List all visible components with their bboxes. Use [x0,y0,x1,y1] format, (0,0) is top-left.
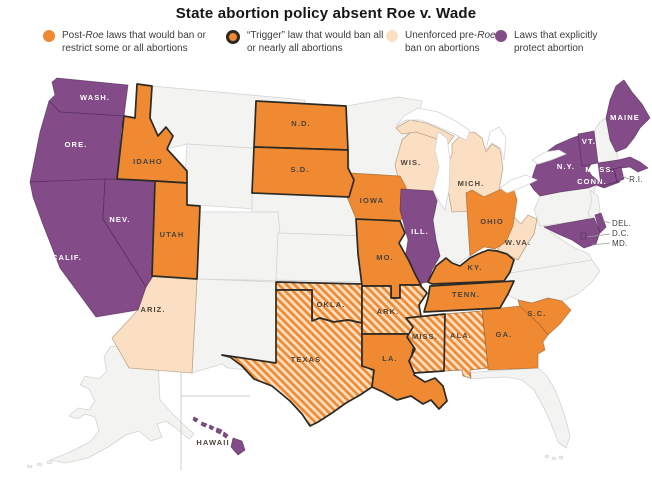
state-label-ms: MISS. [412,332,438,341]
state-dc [580,232,587,240]
lake [432,131,451,212]
state-label-or: ORE. [65,140,88,149]
state-oh [465,183,518,257]
state-label-ca: CALIF. [52,253,82,262]
state-ut [151,180,201,280]
state-ri [613,166,625,183]
state-tx [221,289,375,427]
legend-item-pre-roe: Unenforced pre-Roe ban on abortions [386,29,509,55]
state-label-nv: NEV. [109,215,130,224]
state-label-mi: MICH. [458,179,485,188]
state-label-la: LA. [382,354,397,363]
callout-line [586,233,611,238]
legend-label: Unenforced pre-Roe ban on abortions [405,30,496,54]
page-title: State abortion policy absent Roe v. Wade [175,5,477,22]
state-label-ky: KY. [468,263,483,272]
state-label-ar: ARK. [377,307,400,316]
state-ny [529,133,621,197]
state-ms [405,313,446,374]
state-label-al: ALA. [450,331,472,340]
state-label-sd: S.D. [291,165,310,174]
state-label-id: IDAHO [133,157,163,166]
legend: Post-Roe laws that would ban or restrict… [0,29,652,65]
state-label-nd: N.D. [291,119,310,128]
lake [499,174,538,194]
state-label-ct: CONN. [577,177,607,186]
legend-label: Post-Roe laws that would ban or restrict… [62,30,206,54]
state-nc [503,259,601,304]
callout-line [602,220,611,224]
state-label-tx: TEXAS [291,355,322,364]
state-label-ok: OKLA. [317,300,346,309]
state-ks [275,232,365,283]
legend-item-post-roe: Post-Roe laws that would ban or restrict… [43,29,222,55]
state-id [116,83,188,184]
state-ga [481,305,549,371]
state-il [399,188,441,285]
peach-swatch-icon [386,30,398,42]
lake [531,149,567,165]
state-label-wa: WASH. [80,93,110,102]
lake [395,107,471,141]
state-label-vt: VT. [582,137,596,146]
state-label-az: ARIZ. [140,305,165,314]
state-ak [26,340,195,469]
state-label-sc: S.C. [528,309,547,318]
state-label-ga: GA. [496,330,513,339]
state-fl [461,367,571,461]
trigger-ring-swatch-icon [226,30,240,44]
state-label-oh: OHIO [480,217,504,226]
state-de [594,212,607,234]
legend-label: “Trigger” law that would ban all or near… [247,30,384,54]
state-label-mo: MO. [376,253,393,262]
state-sd [251,146,355,198]
state-label-tn: TENN. [452,290,480,299]
state-hi [192,416,246,456]
state-label-il: ILL. [411,227,429,236]
state-label-me: MAINE [610,113,640,122]
legend-item-trigger: “Trigger” law that would ban all or near… [226,29,389,55]
state-me [605,79,651,153]
callout-line [621,175,630,180]
state-al [443,310,489,379]
purple-swatch-icon [495,30,507,42]
legend-item-protect: Laws that explicitly protect abortion [495,29,616,55]
state-label-ny: N.Y. [557,162,575,171]
state-tn [423,280,515,313]
state-label-de: DEL. [612,219,631,228]
lake [485,126,507,161]
state-label-ia: IOWA [360,196,384,205]
state-label-ri: R.I. [629,175,643,184]
state-label-wi: WIS. [401,158,422,167]
state-label-md: MD. [612,239,628,248]
orange-swatch-icon [43,30,55,42]
callout-line [591,242,611,246]
state-label-hi: HAWAII [196,438,229,447]
us-map: WASH. ORE. CALIF. NEV. IDAHO UTAH ARIZ. N.D. S.D… [26,77,651,470]
legend-label: Laws that explicitly protect abortion [514,30,598,54]
state-label-ut: UTAH [160,230,185,239]
state-md [543,217,601,249]
state-ky [427,249,515,285]
state-label-ma: MASS. [585,165,614,174]
state-label-wv: W.VA. [505,238,531,247]
state-label-dc: D.C. [612,229,629,238]
